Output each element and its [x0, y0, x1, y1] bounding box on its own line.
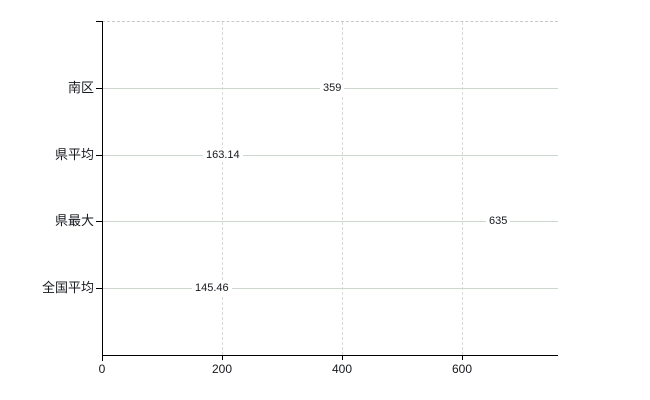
x-tick-label: 600: [451, 362, 473, 376]
y-axis-tick: [96, 221, 102, 222]
row-gridline: [103, 221, 558, 222]
x-axis-tick: [462, 356, 463, 360]
category-label: 県平均: [54, 147, 94, 162]
category-label: 全国平均: [41, 280, 94, 295]
x-axis-tick: [222, 356, 223, 360]
value-label: 145.46: [192, 281, 232, 295]
value-label: 359: [320, 81, 345, 95]
data-bar: [103, 61, 318, 114]
x-axis-line: [102, 355, 558, 356]
vertical-gridline: [222, 22, 223, 355]
y-axis-line: [102, 21, 103, 361]
vertical-gridline: [342, 22, 343, 355]
y-axis-tick: [96, 288, 102, 289]
value-label: 163.14: [203, 148, 243, 162]
x-tick-label: 400: [331, 362, 353, 376]
x-tick-label: 200: [211, 362, 233, 376]
y-axis-tick: [96, 155, 102, 156]
y-axis-tick: [96, 21, 102, 22]
data-bar: [103, 194, 484, 247]
row-gridline: [103, 155, 558, 156]
y-axis-tick: [96, 88, 102, 89]
category-label: 南区: [67, 80, 94, 95]
row-gridline: [103, 288, 558, 289]
value-label: 635: [486, 214, 511, 228]
category-label: 県最大: [54, 213, 94, 228]
plot-top-border: [102, 21, 558, 22]
data-bar: [103, 128, 201, 181]
x-axis-tick: [342, 356, 343, 360]
vertical-gridline: [462, 22, 463, 355]
x-tick-label: 0: [98, 362, 106, 376]
data-bar: [103, 261, 190, 314]
